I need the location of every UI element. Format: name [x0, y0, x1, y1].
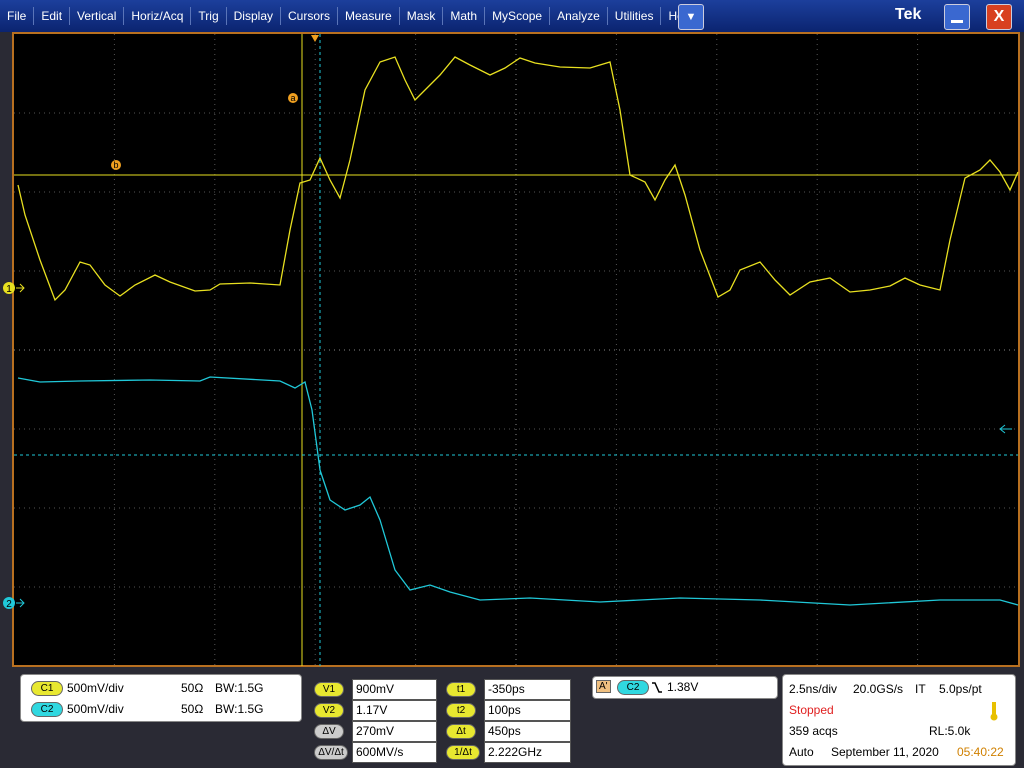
horizontal-scale: 2.5ns/div: [789, 682, 838, 696]
menu-item[interactable]: Measure: [338, 7, 400, 25]
grid: [14, 34, 1018, 666]
sample-rate: 20.0GS/s: [853, 682, 904, 696]
record-length: RL:5.0k: [929, 724, 971, 738]
menu-item[interactable]: Utilities: [608, 7, 662, 25]
ch2-waveform: [17, 376, 1019, 606]
channel-impedance: 50Ω: [181, 681, 204, 695]
menu-item[interactable]: MyScope: [485, 7, 551, 25]
cursor-value: 600MV/s: [352, 742, 437, 763]
cursor-label: V1: [314, 682, 344, 697]
minimize-button[interactable]: [944, 4, 970, 30]
menu-item[interactable]: Display: [227, 7, 281, 25]
menu-item[interactable]: Horiz/Acq: [124, 7, 192, 25]
cursor-label: ΔV/Δt: [314, 745, 348, 760]
trigger-source: C2: [617, 680, 649, 695]
cursor-label: ΔV: [314, 724, 344, 739]
cursor-value: 270mV: [352, 721, 437, 742]
brand: Tek: [895, 6, 922, 23]
menu-item[interactable]: Analyze: [550, 7, 608, 25]
acquisition-panel[interactable]: 2.5ns/div 20.0GS/s IT 5.0ps/pt Stopped 3…: [782, 674, 1016, 766]
close-button[interactable]: X: [986, 4, 1012, 30]
cursor-label: t2: [446, 703, 476, 718]
ch2-marker: [3, 597, 15, 609]
thermometer-icon: [990, 702, 998, 721]
menu-item[interactable]: Vertical: [70, 7, 125, 25]
menu-item[interactable]: Math: [443, 7, 486, 25]
cursor-panel: V1 900mV V2 1.17V ΔV 270mV ΔV/Δt 600MV/s t1 -350p…: [306, 676, 578, 766]
menu-bar: File Edit Vertical Horiz/Acq Trig Display Curs…: [0, 0, 1024, 32]
cursor-value: 100ps: [484, 700, 571, 721]
ch1-marker: [3, 282, 15, 294]
menu-item[interactable]: File: [0, 7, 35, 25]
menu-item[interactable]: Cursors: [281, 7, 339, 25]
ch2-arrow: [16, 598, 25, 608]
ch1-marker-label: 1: [6, 284, 12, 295]
channel-label[interactable]: C1: [31, 681, 63, 696]
channel-scale: 500mV/div: [67, 681, 124, 695]
channel-bandwidth: BW:1.5G: [215, 702, 264, 716]
menu-item[interactable]: Edit: [34, 7, 71, 25]
channel-panel: C1 500mV/div 50Ω BW:1.5G C2 500mV/div 50Ω BW:1.…: [20, 674, 302, 722]
ch1-waveform: [17, 56, 1019, 302]
acq-status: Stopped: [789, 703, 834, 717]
resolution: 5.0ps/pt: [939, 682, 982, 696]
channel-scale: 500mV/div: [67, 702, 124, 716]
cursor-value: -350ps: [484, 679, 571, 700]
trigger-slope-icon: [652, 682, 662, 693]
cursor-value: 900mV: [352, 679, 437, 700]
trigger-position-marker: [311, 35, 319, 42]
cursor-a-label: a: [290, 93, 295, 103]
acq-count: 359 acqs: [789, 724, 838, 738]
cursor-label: Δt: [446, 724, 476, 739]
cursor-value: 1.17V: [352, 700, 437, 721]
menu-dropdown[interactable]: ▼: [678, 4, 704, 30]
trigger-level: 1.38V: [667, 680, 699, 694]
ch2-marker-label: 2: [6, 599, 12, 610]
cursor-b-label: b: [113, 160, 118, 170]
channel-impedance: 50Ω: [181, 702, 204, 716]
trigger-level-marker: [999, 424, 1012, 434]
channel-bandwidth: BW:1.5G: [215, 681, 264, 695]
menu-item[interactable]: Trig: [191, 7, 227, 25]
cursor-a-marker: [288, 93, 298, 103]
date: September 11, 2020: [831, 745, 939, 759]
menu-item[interactable]: Mask: [400, 7, 444, 25]
ch1-arrow: [16, 283, 25, 293]
time: 05:40:22: [957, 745, 1004, 759]
cursor-value: 450ps: [484, 721, 571, 742]
acq-mode: IT: [915, 682, 926, 696]
cursor-label: 1/Δt: [446, 745, 480, 760]
cursor-value: 2.222GHz: [484, 742, 571, 763]
cursor-label: V2: [314, 703, 344, 718]
trigger-type: A': [596, 680, 611, 693]
cursor-b-marker: [111, 160, 121, 170]
trigger-panel[interactable]: A' C2 1.38V: [592, 676, 778, 699]
trigger-mode: Auto: [789, 745, 814, 759]
channel-label[interactable]: C2: [31, 702, 63, 717]
cursor-label: t1: [446, 682, 476, 697]
graticule: 1 2 a b: [3, 32, 1020, 667]
